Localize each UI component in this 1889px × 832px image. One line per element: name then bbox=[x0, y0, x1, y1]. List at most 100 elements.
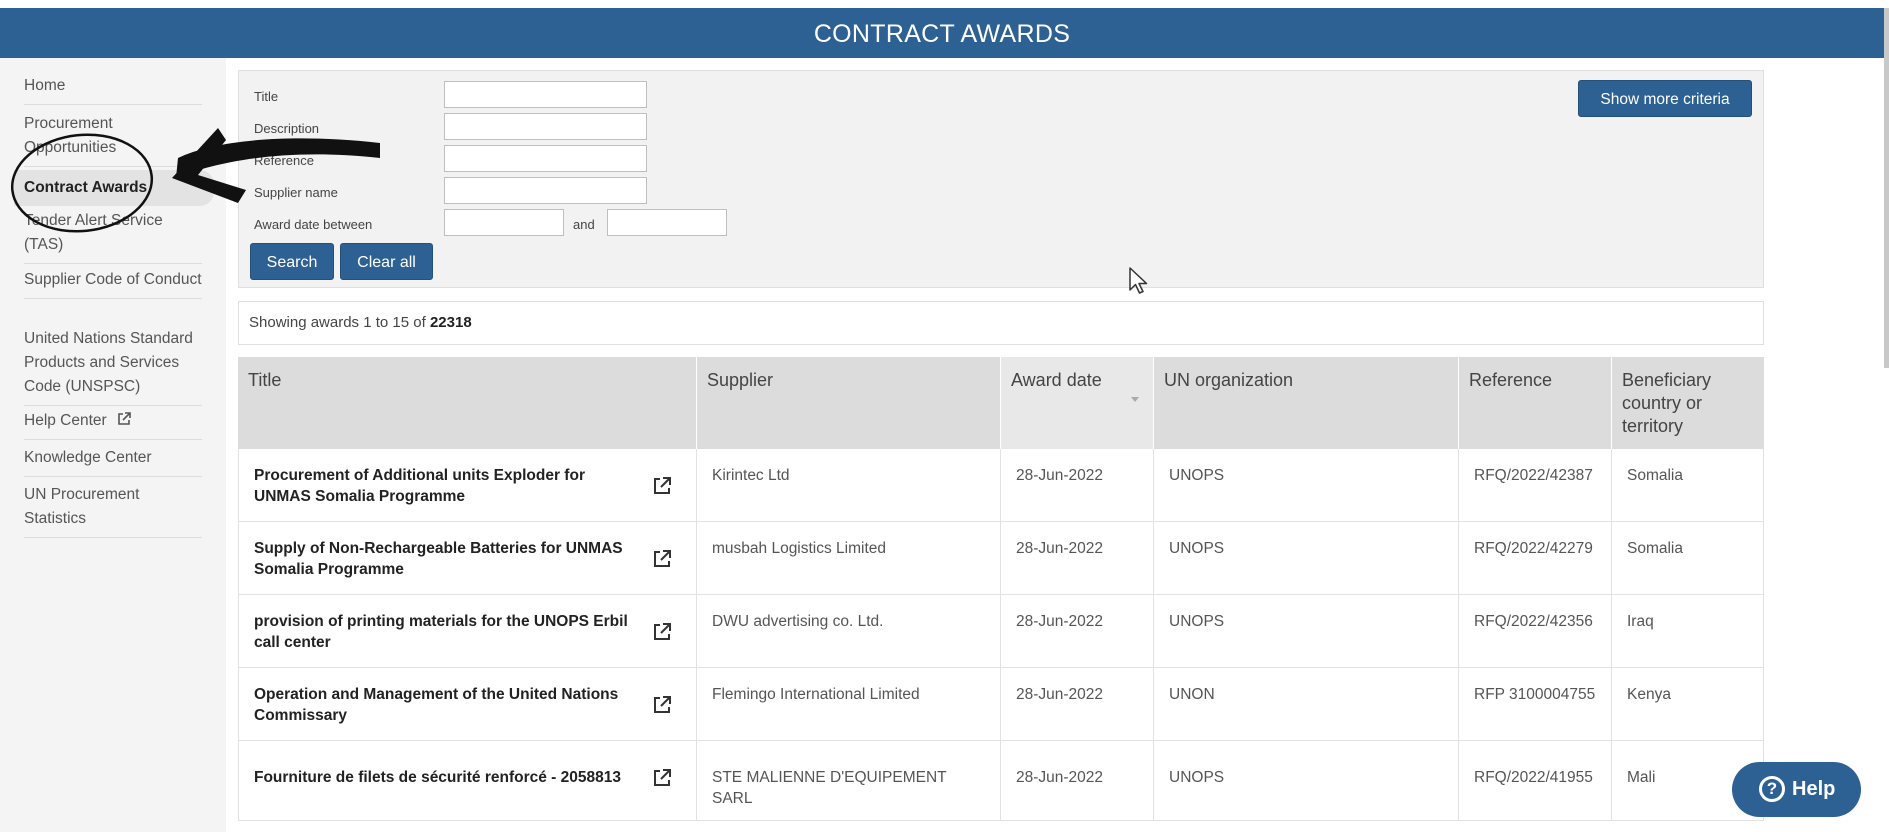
scrollbar-thumb[interactable] bbox=[1884, 8, 1889, 368]
cell-supplier: DWU advertising co. Ltd. bbox=[697, 595, 1001, 668]
cell-beneficiary: Somalia bbox=[1612, 522, 1764, 595]
table-row[interactable]: provision of printing materials for the … bbox=[238, 595, 1764, 668]
show-more-criteria-button[interactable]: Show more criteria bbox=[1578, 80, 1752, 117]
cell-un-organization: UNOPS bbox=[1154, 522, 1459, 595]
external-link-icon[interactable] bbox=[652, 622, 672, 642]
sidebar-item-knowledge-center[interactable]: Knowledge Center bbox=[24, 446, 202, 477]
cell-un-organization: UNOPS bbox=[1154, 741, 1459, 821]
column-header-title[interactable]: Title bbox=[238, 357, 697, 449]
sort-caret-icon bbox=[1131, 397, 1139, 402]
sidebar-item-label: Tender Alert Service (TAS) bbox=[24, 212, 163, 253]
top-band bbox=[0, 0, 1889, 8]
column-header-reference[interactable]: Reference bbox=[1459, 357, 1612, 449]
table-row[interactable]: Procurement of Additional units Exploder… bbox=[238, 449, 1764, 522]
scrollbar-track[interactable] bbox=[1884, 8, 1889, 832]
help-button-label: Help bbox=[1792, 778, 1836, 800]
external-link-icon[interactable] bbox=[652, 476, 672, 496]
sidebar-item-home[interactable]: Home bbox=[24, 74, 202, 105]
cell-beneficiary: Iraq bbox=[1612, 595, 1764, 668]
award-date-label: Award date between bbox=[254, 217, 373, 232]
search-button[interactable]: Search bbox=[250, 243, 334, 280]
cell-reference: RFP 3100004755 bbox=[1459, 668, 1612, 741]
cell-award-date: 28-Jun-2022 bbox=[1001, 522, 1154, 595]
sidebar-item-tender-alert-service[interactable]: Tender Alert Service (TAS) bbox=[24, 209, 202, 264]
award-date-to-input[interactable] bbox=[607, 209, 727, 236]
clear-all-button[interactable]: Clear all bbox=[340, 243, 433, 280]
cell-title[interactable]: Supply of Non-Rechargeable Batteries for… bbox=[238, 522, 697, 595]
cell-reference: RFQ/2022/42356 bbox=[1459, 595, 1612, 668]
cell-reference: RFQ/2022/42279 bbox=[1459, 522, 1612, 595]
award-title-link[interactable]: provision of printing materials for the … bbox=[254, 613, 628, 651]
cell-supplier: STE MALIENNE D'EQUIPEMENT SARL bbox=[697, 741, 1001, 821]
supplier-name-input[interactable] bbox=[444, 177, 647, 204]
sidebar-item-label: UN Procurement Statistics bbox=[24, 486, 140, 527]
cell-award-date: 28-Jun-2022 bbox=[1001, 668, 1154, 741]
external-link-icon[interactable] bbox=[652, 768, 672, 788]
sidebar-item-label: Home bbox=[24, 77, 66, 94]
question-icon: ? bbox=[1759, 776, 1785, 802]
cell-title[interactable]: Fourniture de filets de sécurité renforc… bbox=[238, 741, 697, 821]
cell-title[interactable]: provision of printing materials for the … bbox=[238, 595, 697, 668]
award-title-link[interactable]: Fourniture de filets de sécurité renforc… bbox=[254, 769, 621, 786]
reference-label: Reference bbox=[254, 153, 314, 168]
sidebar-item-help-center[interactable]: Help Center bbox=[24, 409, 202, 440]
table-header: Title Supplier Award date UN organizatio… bbox=[238, 357, 1764, 449]
sidebar-item-label: Supplier Code of Conduct bbox=[24, 271, 202, 288]
column-header-un-organization[interactable]: UN organization bbox=[1154, 357, 1459, 449]
title-label: Title bbox=[254, 89, 279, 104]
sidebar-item-supplier-code-of-conduct[interactable]: Supplier Code of Conduct bbox=[24, 268, 202, 299]
sidebar-item-procurement-opportunities[interactable]: Procurement Opportunities bbox=[24, 112, 202, 167]
title-input[interactable] bbox=[444, 81, 647, 108]
table-row[interactable]: Operation and Management of the United N… bbox=[238, 668, 1764, 741]
cell-supplier: Kirintec Ltd bbox=[697, 449, 1001, 522]
supplier-name-label: Supplier name bbox=[254, 185, 338, 200]
cell-beneficiary: Kenya bbox=[1612, 668, 1764, 741]
column-header-label: Award date bbox=[1011, 370, 1102, 390]
column-header-award-date[interactable]: Award date bbox=[1001, 357, 1154, 449]
cell-reference: RFQ/2022/42387 bbox=[1459, 449, 1612, 522]
sidebar-item-label: Contract Awards bbox=[24, 179, 148, 196]
page-header: CONTRACT AWARDS bbox=[0, 8, 1884, 58]
sidebar-item-un-procurement-statistics[interactable]: UN Procurement Statistics bbox=[24, 483, 202, 538]
award-title-link[interactable]: Supply of Non-Rechargeable Batteries for… bbox=[254, 540, 623, 578]
cell-un-organization: UNOPS bbox=[1154, 595, 1459, 668]
results-total: 22318 bbox=[429, 314, 472, 331]
table-row[interactable]: Supply of Non-Rechargeable Batteries for… bbox=[238, 522, 1764, 595]
cell-title[interactable]: Procurement of Additional units Exploder… bbox=[238, 449, 697, 522]
external-link-icon[interactable] bbox=[652, 549, 672, 569]
reference-input[interactable] bbox=[444, 145, 647, 172]
cell-un-organization: UNOPS bbox=[1154, 449, 1459, 522]
results-summary-text: Showing awards 1 to 15 of bbox=[249, 314, 430, 331]
sidebar-item-contract-awards[interactable]: Contract Awards bbox=[14, 170, 214, 206]
mouse-cursor-icon bbox=[1129, 267, 1148, 294]
sidebar: Home Procurement Opportunities Contract … bbox=[0, 58, 226, 832]
column-header-beneficiary[interactable]: Beneficiary country or territory bbox=[1622, 370, 1712, 436]
cell-award-date: 28-Jun-2022 bbox=[1001, 595, 1154, 668]
sidebar-item-label: Procurement Opportunities bbox=[24, 115, 117, 156]
external-link-icon bbox=[118, 412, 131, 425]
award-title-link[interactable]: Operation and Management of the United N… bbox=[254, 686, 619, 724]
external-link-icon[interactable] bbox=[652, 695, 672, 715]
search-criteria-panel: Title Description Reference Supplier nam… bbox=[238, 70, 1764, 288]
help-button[interactable]: ? Help bbox=[1732, 762, 1861, 817]
sidebar-item-label: Help Center bbox=[24, 412, 107, 429]
cell-supplier: musbah Logistics Limited bbox=[697, 522, 1001, 595]
cell-un-organization: UNON bbox=[1154, 668, 1459, 741]
award-date-from-input[interactable] bbox=[444, 209, 564, 236]
cell-award-date: 28-Jun-2022 bbox=[1001, 449, 1154, 522]
sidebar-item-label: Knowledge Center bbox=[24, 449, 152, 466]
cell-beneficiary: Somalia bbox=[1612, 449, 1764, 522]
results-summary: Showing awards 1 to 15 of 22318 bbox=[238, 301, 1764, 345]
cell-supplier: Flemingo International Limited bbox=[697, 668, 1001, 741]
table-row[interactable]: Fourniture de filets de sécurité renforc… bbox=[238, 741, 1764, 821]
award-title-link[interactable]: Procurement of Additional units Exploder… bbox=[254, 467, 585, 505]
sidebar-item-unspsc[interactable]: United Nations Standard Products and Ser… bbox=[24, 327, 202, 406]
sidebar-item-label: United Nations Standard Products and Ser… bbox=[24, 330, 193, 395]
description-input[interactable] bbox=[444, 113, 647, 140]
column-header-supplier[interactable]: Supplier bbox=[697, 357, 1001, 449]
description-label: Description bbox=[254, 121, 320, 136]
cell-reference: RFQ/2022/41955 bbox=[1459, 741, 1612, 821]
and-label: and bbox=[573, 217, 595, 232]
cell-title[interactable]: Operation and Management of the United N… bbox=[238, 668, 697, 741]
